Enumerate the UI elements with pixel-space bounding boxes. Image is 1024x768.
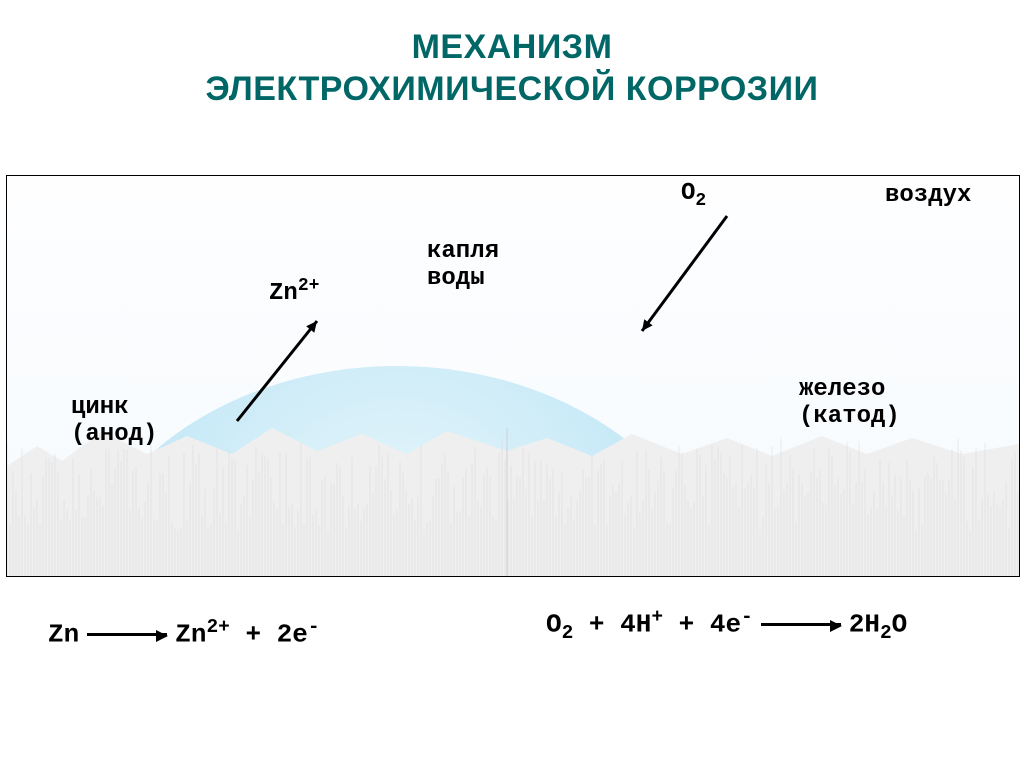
label-droplet-line1: капля (427, 238, 499, 265)
label-droplet: капля воды (427, 238, 499, 292)
title-line-1: МЕХАНИЗМ (0, 28, 1024, 67)
label-zinc-anode: цинк (анод) (71, 394, 157, 448)
label-iron-line2: (катод) (799, 403, 900, 430)
zn-ion-arrow (225, 309, 329, 433)
label-iron-line1: железо (799, 376, 885, 403)
label-o2: O2 (681, 180, 706, 211)
label-zinc-line1: цинк (71, 394, 129, 421)
label-droplet-line2: воды (427, 265, 499, 292)
title-line-2: ЭЛЕКТРОХИМИЧЕСКОЙ КОРРОЗИИ (0, 70, 1024, 109)
label-zn2plus: Zn2+ (269, 276, 319, 307)
label-air: воздух (885, 182, 971, 209)
o2-arrow (630, 204, 739, 343)
equation-anode: ZnZn2+ + 2e- (48, 616, 320, 650)
equation-cathode: O2 + 4H+ + 4e-2H2O (546, 606, 907, 644)
slide: МЕХАНИЗМ ЭЛЕКТРОХИМИЧЕСКОЙ КОРРОЗИИ O2 в… (0, 0, 1024, 768)
label-zinc-line2: (анод) (71, 421, 157, 448)
label-iron-cathode: железо (катод) (799, 376, 900, 430)
corrosion-diagram: O2 воздух капля воды Zn2+ цинк (анод) же… (6, 175, 1020, 577)
